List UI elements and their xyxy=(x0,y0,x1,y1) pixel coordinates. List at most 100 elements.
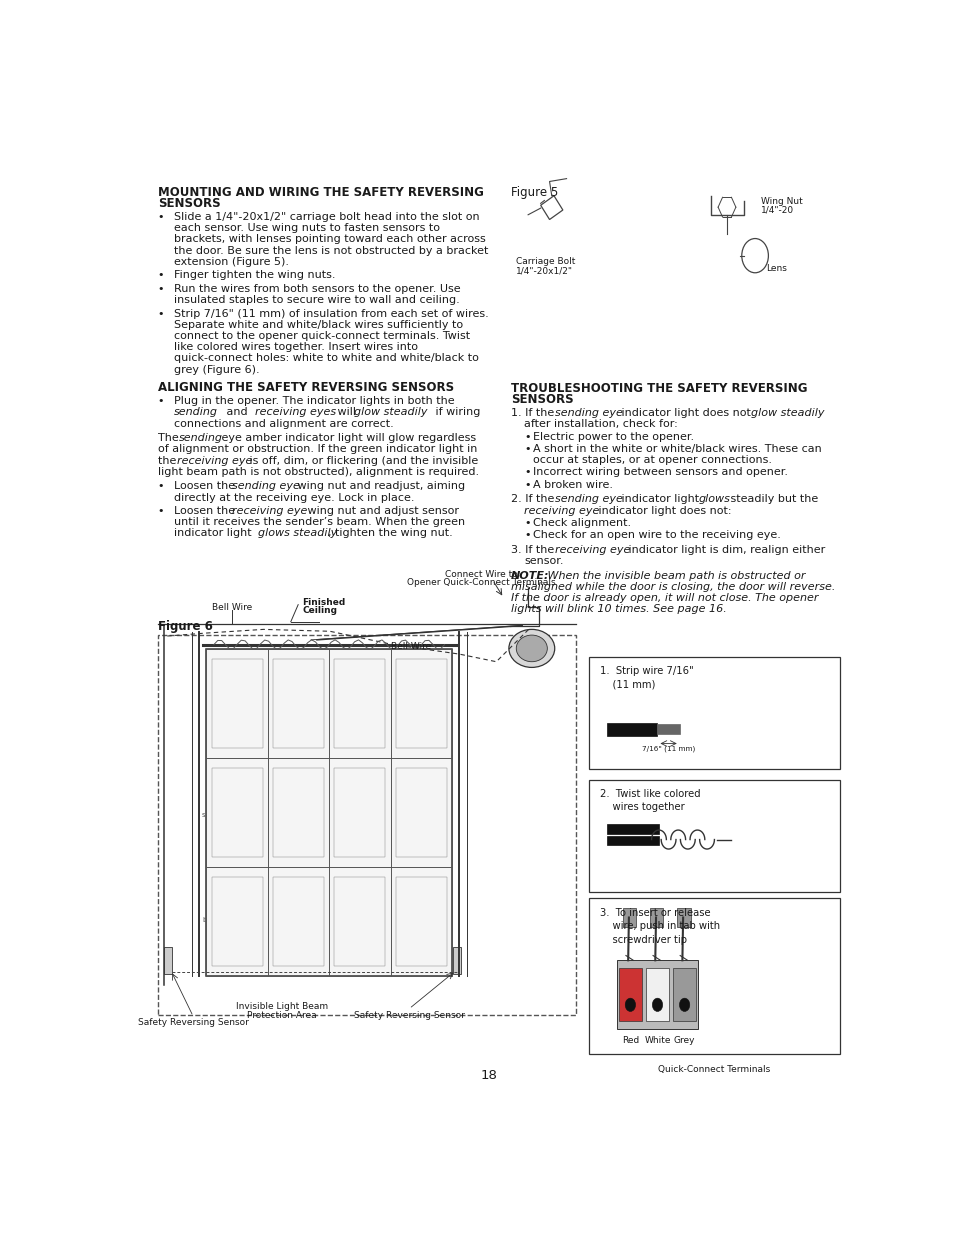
Text: of alignment or obstruction. If the green indicator light in: of alignment or obstruction. If the gree… xyxy=(157,445,476,454)
Text: after installation, check for:: after installation, check for: xyxy=(524,419,678,430)
Text: occur at staples, or at opener connections.: occur at staples, or at opener connectio… xyxy=(533,454,772,466)
Text: A broken wire.: A broken wire. xyxy=(533,479,613,490)
Text: the: the xyxy=(157,456,179,466)
Text: •: • xyxy=(157,482,164,492)
Text: Bell Wire: Bell Wire xyxy=(212,603,252,611)
Bar xyxy=(649,908,662,927)
Text: connect to the opener quick-connect terminals. Twist: connect to the opener quick-connect term… xyxy=(173,331,470,341)
Text: Safety Reversing Sensor: Safety Reversing Sensor xyxy=(137,1019,249,1028)
Bar xyxy=(645,968,668,1021)
Text: 18: 18 xyxy=(480,1068,497,1082)
Text: If the door is already open, it will not close. The opener: If the door is already open, it will not… xyxy=(511,593,818,603)
Bar xyxy=(606,836,659,845)
Text: 7/16" (11 mm): 7/16" (11 mm) xyxy=(641,746,695,752)
Text: Safety Reversing Sensor: Safety Reversing Sensor xyxy=(354,1010,464,1020)
Text: sensor.: sensor. xyxy=(524,556,563,566)
Text: 2. If the: 2. If the xyxy=(511,494,558,504)
Bar xyxy=(335,768,385,857)
Bar xyxy=(588,657,840,769)
Text: connections and alignment are correct.: connections and alignment are correct. xyxy=(173,419,394,429)
Bar xyxy=(622,908,636,927)
Bar xyxy=(329,650,390,758)
Text: the door. Be sure the lens is not obstructed by a bracket: the door. Be sure the lens is not obstru… xyxy=(173,246,488,256)
Text: sending: sending xyxy=(173,408,217,417)
Text: Separate white and white/black wires sufficiently to: Separate white and white/black wires suf… xyxy=(173,320,462,330)
Text: indicator light does not:: indicator light does not: xyxy=(594,505,730,515)
Bar xyxy=(606,722,657,736)
Bar xyxy=(390,758,452,867)
Text: •: • xyxy=(524,443,531,453)
Text: and: and xyxy=(223,408,252,417)
Bar xyxy=(206,650,452,976)
Bar xyxy=(588,779,840,892)
Text: Grey: Grey xyxy=(673,1036,695,1045)
Text: eye amber indicator light will glow regardless: eye amber indicator light will glow rega… xyxy=(218,433,476,443)
Bar xyxy=(206,650,268,758)
Text: light beam path is not obstructed), alignment is required.: light beam path is not obstructed), alig… xyxy=(157,467,478,477)
Text: •: • xyxy=(157,212,164,222)
Text: Figure 5: Figure 5 xyxy=(511,186,558,199)
Text: 1/4"-20x1/2": 1/4"-20x1/2" xyxy=(516,266,573,275)
Text: Finger tighten the wing nuts.: Finger tighten the wing nuts. xyxy=(173,270,335,280)
Text: SENSORS: SENSORS xyxy=(511,394,573,406)
Bar xyxy=(212,659,262,748)
Bar xyxy=(453,947,460,973)
Text: Quick-Connect Terminals: Quick-Connect Terminals xyxy=(658,1065,770,1074)
Text: NOTE:: NOTE: xyxy=(511,571,549,580)
Text: sending eye: sending eye xyxy=(555,494,622,504)
Text: •: • xyxy=(524,530,531,540)
Text: Red: Red xyxy=(621,1036,639,1045)
Ellipse shape xyxy=(508,630,554,667)
Text: (11 mm): (11 mm) xyxy=(599,679,655,690)
Text: receiving eye: receiving eye xyxy=(555,545,630,555)
Bar xyxy=(164,947,172,973)
Bar xyxy=(329,758,390,867)
Bar xyxy=(390,867,452,976)
Text: like colored wires together. Insert wires into: like colored wires together. Insert wire… xyxy=(173,342,417,352)
Text: is off, dim, or flickering (and the invisible: is off, dim, or flickering (and the invi… xyxy=(246,456,478,466)
Bar xyxy=(268,867,329,976)
Text: Invisible Light Beam: Invisible Light Beam xyxy=(235,1002,328,1011)
Text: 3.  To insert or release: 3. To insert or release xyxy=(599,908,710,918)
Text: directly at the receiving eye. Lock in place.: directly at the receiving eye. Lock in p… xyxy=(173,493,414,503)
Bar xyxy=(657,725,679,734)
Ellipse shape xyxy=(516,635,547,662)
Text: will: will xyxy=(334,408,358,417)
Text: White: White xyxy=(643,1036,670,1045)
Bar xyxy=(157,635,576,1015)
Text: until it receives the sender’s beam. When the green: until it receives the sender’s beam. Whe… xyxy=(173,517,465,527)
Bar xyxy=(677,908,690,927)
Text: Bell Wire: Bell Wire xyxy=(391,642,431,651)
Bar xyxy=(673,968,696,1021)
Text: •: • xyxy=(524,479,531,490)
Text: brackets, with lenses pointing toward each other across: brackets, with lenses pointing toward ea… xyxy=(173,235,485,245)
Text: if wiring: if wiring xyxy=(432,408,480,417)
Bar xyxy=(273,659,324,748)
Text: 2.  Twist like colored: 2. Twist like colored xyxy=(599,789,700,799)
Circle shape xyxy=(679,998,689,1011)
Text: Protection Area: Protection Area xyxy=(247,1010,316,1020)
Text: A short in the white or white/black wires. These can: A short in the white or white/black wire… xyxy=(533,443,821,453)
Bar xyxy=(335,877,385,966)
Text: •: • xyxy=(157,284,164,294)
Text: Slide a 1/4"-20x1/2" carriage bolt head into the slot on: Slide a 1/4"-20x1/2" carriage bolt head … xyxy=(173,212,479,222)
Bar xyxy=(268,758,329,867)
Bar xyxy=(606,824,659,834)
Bar xyxy=(395,659,446,748)
Text: 1. If the: 1. If the xyxy=(511,408,558,417)
Text: Connect Wire to: Connect Wire to xyxy=(445,571,517,579)
Text: receiving eye: receiving eye xyxy=(232,506,307,516)
Text: Figure 6: Figure 6 xyxy=(157,620,213,632)
Text: wires together: wires together xyxy=(599,803,684,813)
Text: Check for an open wire to the receiving eye.: Check for an open wire to the receiving … xyxy=(533,530,781,540)
Text: Plug in the opener. The indicator lights in both the: Plug in the opener. The indicator lights… xyxy=(173,396,455,406)
Text: receiving eyes: receiving eyes xyxy=(255,408,336,417)
Text: Electric power to the opener.: Electric power to the opener. xyxy=(533,431,694,441)
Text: •: • xyxy=(157,309,164,319)
Text: 1/4"-20: 1/4"-20 xyxy=(760,205,793,214)
Bar xyxy=(335,659,385,748)
Text: , tighten the wing nut.: , tighten the wing nut. xyxy=(328,529,452,538)
Text: When the invisible beam path is obstructed or: When the invisible beam path is obstruct… xyxy=(543,571,804,580)
Bar xyxy=(588,899,840,1053)
Text: •: • xyxy=(524,517,531,527)
